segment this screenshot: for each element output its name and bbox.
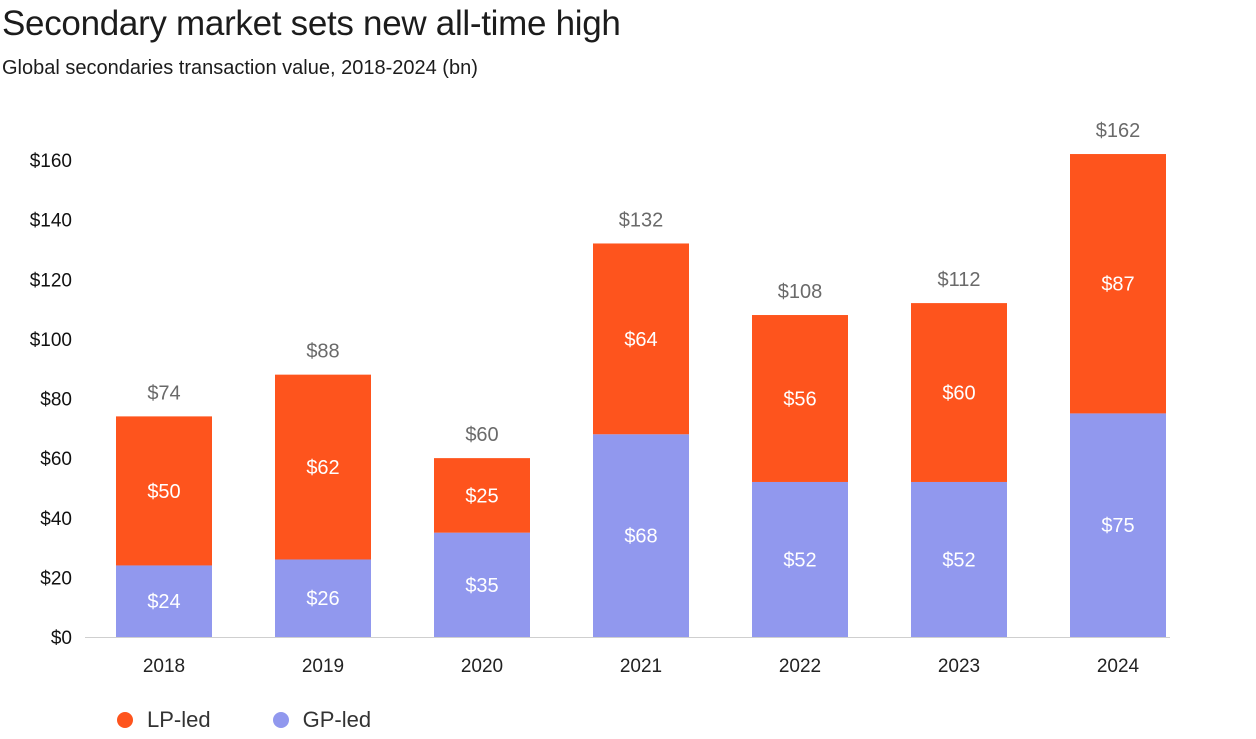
data-label-lp-led: $64 [624,329,657,351]
data-label-gp-led: $52 [942,549,975,571]
chart-title: Secondary market sets new all-time high [2,4,621,43]
bar-lp-led [593,243,689,435]
bar-gp-led [1070,413,1166,637]
x-tick-label: 2018 [143,656,185,677]
legend-swatch-gp-led [272,712,289,728]
x-tick-label: 2023 [938,656,980,677]
data-label-lp-led: $50 [147,481,180,503]
x-tick-label: 2022 [779,656,821,677]
legend: LP-led GP-led [117,707,433,733]
stacked-bar-chart: $0 $20 $40 $60 $80 $100 $120 $140 $160 $24 $50 $74 2… [30,120,1170,677]
bar-lp-led [275,374,371,560]
bar-gp-led [434,532,530,637]
x-tick-label: 2024 [1097,656,1140,677]
y-tick-label: $20 [40,568,72,589]
y-tick-label: $100 [30,330,72,351]
data-label-gp-led: $24 [147,591,180,613]
bar-gp-led [911,481,1007,637]
y-tick-label: $60 [40,449,72,470]
x-tick-label: 2021 [620,656,662,677]
data-label-gp-led: $35 [465,575,498,597]
bar-lp-led [116,416,212,566]
bar-lp-led [434,458,530,533]
y-tick-label: $140 [30,211,72,232]
legend-item-gp-led: GP-led [272,707,372,733]
chart-subtitle: Global secondaries transaction value, 20… [2,57,478,79]
y-tick-label: $80 [40,390,72,411]
bar-lp-led [1070,154,1166,414]
total-label: $60 [465,424,498,446]
bar-gp-led [752,481,848,637]
y-tick-label: $160 [30,151,72,172]
legend-label-gp-led: GP-led [302,707,372,732]
total-label: $108 [778,281,823,303]
data-label-lp-led: $87 [1101,274,1134,296]
total-label: $112 [937,269,980,291]
legend-swatch-lp-led [117,712,133,728]
bar-lp-led [752,315,848,482]
y-tick-label: $0 [51,628,72,649]
data-label-gp-led: $26 [306,588,339,610]
legend-item-lp-led: LP-led [117,707,211,733]
bar-gp-led [116,565,212,637]
bar-gp-led [275,559,371,637]
data-label-gp-led: $68 [624,526,657,548]
data-label-gp-led: $75 [1101,515,1134,537]
data-label-lp-led: $25 [465,485,498,507]
total-label: $88 [306,341,339,363]
x-tick-label: 2019 [302,656,344,677]
total-label: $74 [147,382,180,404]
total-label: $132 [619,209,664,231]
data-label-lp-led: $56 [783,389,816,411]
x-tick-label: 2020 [461,656,503,677]
y-tick-label: $40 [40,509,72,530]
data-label-lp-led: $62 [306,457,339,479]
bar-lp-led [911,303,1007,482]
bar-gp-led [593,434,689,637]
legend-label-lp-led: LP-led [147,707,211,732]
y-tick-label: $120 [30,270,72,291]
total-label: $162 [1096,120,1141,142]
data-label-lp-led: $60 [942,383,975,405]
data-label-gp-led: $52 [783,549,816,571]
